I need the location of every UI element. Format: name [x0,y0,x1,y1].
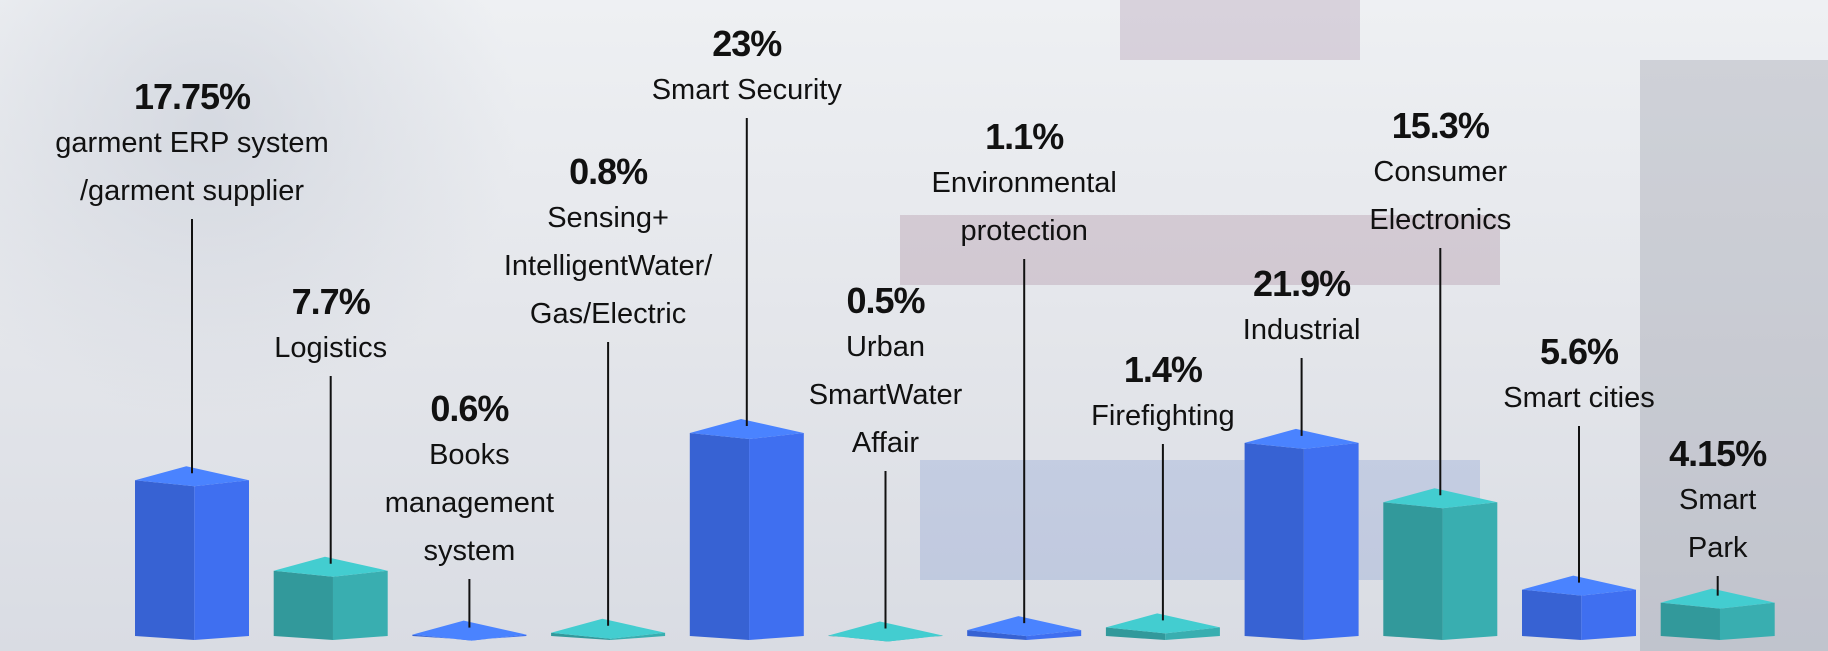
value-label: 1.4% [1091,348,1234,392]
bar-label: 23%Smart Security [652,22,842,114]
bar-label: 15.3%Consumer Electronics [1369,104,1511,244]
bar-side [1522,590,1581,640]
category-label: Industrial [1243,306,1361,354]
bar-side [690,433,749,640]
category-label: Logistics [274,324,387,372]
value-label: 4.15% [1663,432,1773,476]
value-label: 7.7% [274,280,387,324]
value-label: 0.5% [809,279,963,323]
bar-label: 4.15%Smart Park [1663,432,1773,572]
bar-label: 1.1%Environmental protection [932,115,1117,255]
value-label: 21.9% [1243,262,1361,306]
bar-side [1383,502,1442,640]
bar-label: 1.4%Firefighting [1091,348,1234,440]
bar-front [1304,443,1359,640]
bar-label: 5.6%Smart cities [1503,330,1654,422]
bar-front [333,571,388,640]
value-label: 0.8% [504,150,712,194]
bar-label: 7.7%Logistics [274,280,387,372]
bar-front [1720,603,1775,640]
category-label: Books management system [385,431,554,575]
category-label: Sensing+ IntelligentWater/ Gas/Electric [504,194,712,338]
category-label: Environmental protection [932,159,1117,255]
category-label: Smart Security [652,66,842,114]
category-label: Consumer Electronics [1369,148,1511,244]
bar-side [1245,443,1304,640]
bar-front [1443,502,1498,640]
infographic: 17.75%garment ERP system /garment suppli… [0,0,1828,651]
value-label: 17.75% [55,75,328,119]
bar-side [135,480,194,640]
bar-label: 17.75%garment ERP system /garment suppli… [55,75,328,215]
bar-front [194,480,249,640]
bar-label: 0.5%Urban SmartWater Affair [809,279,963,467]
bar-front [1581,590,1636,640]
category-label: garment ERP system /garment supplier [55,119,328,215]
value-label: 5.6% [1503,330,1654,374]
category-label: Firefighting [1091,392,1234,440]
value-label: 15.3% [1369,104,1511,148]
bar-side [274,571,333,640]
category-label: Smart Park [1663,476,1773,572]
value-label: 23% [652,22,842,66]
value-label: 1.1% [932,115,1117,159]
bar-side [1661,603,1720,640]
value-label: 0.6% [385,387,554,431]
bar-front [749,433,804,640]
bar-label: 0.8%Sensing+ IntelligentWater/ Gas/Elect… [504,150,712,338]
bar-label: 21.9%Industrial [1243,262,1361,354]
category-label: Urban SmartWater Affair [809,323,963,467]
bar-label: 0.6%Books management system [385,387,554,575]
category-label: Smart cities [1503,374,1654,422]
